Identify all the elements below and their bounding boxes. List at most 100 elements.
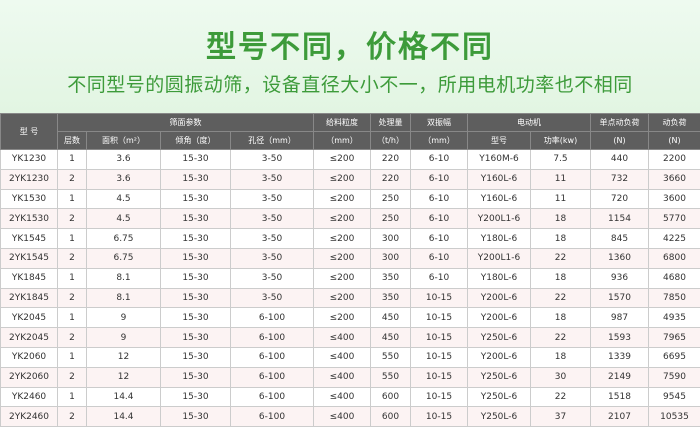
table-cell: Y160L-6 bbox=[467, 168, 531, 190]
table-cell: Y200L-6 bbox=[467, 307, 531, 329]
table-cell: Y250L-6 bbox=[467, 366, 531, 388]
table-cell: YK1845 bbox=[0, 267, 58, 289]
table-cell: ≤400 bbox=[313, 366, 371, 388]
table-cell: Y180L-6 bbox=[467, 267, 531, 289]
table-cell: 15-30 bbox=[160, 287, 231, 309]
table-cell: 6-10 bbox=[410, 247, 468, 269]
table-cell: 6-100 bbox=[230, 366, 314, 388]
table-row: 2YK2460 2 14.4 15-30 6-100 ≤400 600 10-15 Y250L-… bbox=[0, 406, 700, 427]
table-cell: 15-30 bbox=[160, 386, 231, 408]
table-cell: 10-15 bbox=[410, 287, 468, 309]
table-cell: 3.6 bbox=[86, 168, 161, 190]
table-cell: 6695 bbox=[648, 346, 700, 368]
table-cell: ≤200 bbox=[313, 307, 371, 329]
table-cell: 2YK2045 bbox=[0, 327, 58, 348]
table-cell: 2YK1845 bbox=[0, 287, 58, 309]
table-cell: 4680 bbox=[648, 267, 700, 289]
table-cell: 1360 bbox=[590, 247, 649, 269]
banner: 型号不同，价格不同 不同型号的圆振动筛，设备直径大小不一，所用电机功率也不相同 bbox=[0, 0, 700, 113]
table-cell: 8.1 bbox=[86, 267, 161, 289]
table-cell: 9545 bbox=[648, 386, 700, 408]
table-cell: ≤200 bbox=[313, 188, 371, 210]
header-feed-unit: （mm） bbox=[313, 131, 371, 150]
table-cell: 7.5 bbox=[530, 149, 591, 170]
table-cell: 3-50 bbox=[230, 149, 314, 170]
table-cell: 22 bbox=[530, 247, 591, 269]
table-cell: 37 bbox=[530, 406, 591, 427]
table-cell: 7590 bbox=[648, 366, 700, 388]
header-angle: 倾角（度） bbox=[160, 131, 231, 150]
header-power: 功率(kw) bbox=[530, 131, 591, 150]
table-cell: 15-30 bbox=[160, 406, 231, 427]
header-dynamic-load-unit: (N) bbox=[648, 131, 700, 150]
table-cell: ≤200 bbox=[313, 287, 371, 309]
table-cell: 1593 bbox=[590, 327, 649, 348]
header-amplitude: 双振幅 bbox=[410, 113, 468, 132]
table-cell: 4225 bbox=[648, 228, 700, 249]
table-cell: 15-30 bbox=[160, 366, 231, 388]
table-cell: 15-30 bbox=[160, 228, 231, 249]
header-feed: 给料粒度 bbox=[313, 113, 371, 132]
header-amplitude-unit: （mm） bbox=[410, 131, 468, 150]
table-cell: ≤200 bbox=[313, 208, 371, 230]
header-motor-model: 型号 bbox=[467, 131, 531, 150]
table-cell: 550 bbox=[370, 366, 411, 388]
table-cell: 6800 bbox=[648, 247, 700, 269]
table-cell: 987 bbox=[590, 307, 649, 329]
table-cell: YK2045 bbox=[0, 307, 58, 329]
table-cell: 10535 bbox=[648, 406, 700, 427]
table-cell: 10-15 bbox=[410, 366, 468, 388]
table-cell: ≤200 bbox=[313, 228, 371, 249]
table-cell: 600 bbox=[370, 386, 411, 408]
table-cell: 2YK2460 bbox=[0, 406, 58, 427]
table-cell: 6-10 bbox=[410, 228, 468, 249]
table-row: YK2045 1 9 15-30 6-100 ≤200 450 10-15 Y200L-6 18 9… bbox=[0, 307, 700, 329]
table-cell: 3-50 bbox=[230, 287, 314, 309]
table-cell: ≤200 bbox=[313, 247, 371, 269]
table-cell: 450 bbox=[370, 327, 411, 348]
table-row: YK1545 1 6.75 15-30 3-50 ≤200 300 6-10 Y180L-6 18… bbox=[0, 228, 700, 249]
table-cell: 6-100 bbox=[230, 386, 314, 408]
table-cell: 1 bbox=[57, 267, 87, 289]
table-cell: 3-50 bbox=[230, 188, 314, 210]
table-row: YK1230 1 3.6 15-30 3-50 ≤200 220 6-10 Y160M-6 7.5… bbox=[0, 149, 700, 170]
table-cell: 15-30 bbox=[160, 327, 231, 348]
table-cell: Y180L-6 bbox=[467, 228, 531, 249]
table-cell: Y250L-6 bbox=[467, 327, 531, 348]
table-cell: 6-10 bbox=[410, 208, 468, 230]
table-cell: 10-15 bbox=[410, 327, 468, 348]
table-cell: ≤200 bbox=[313, 168, 371, 190]
header-capacity-unit: （t/h） bbox=[370, 131, 411, 150]
table-cell: 9 bbox=[86, 307, 161, 329]
table-cell: 3.6 bbox=[86, 149, 161, 170]
table-cell: 12 bbox=[86, 366, 161, 388]
table-cell: 2 bbox=[57, 366, 87, 388]
table-cell: 1 bbox=[57, 149, 87, 170]
table-cell: Y250L-6 bbox=[467, 386, 531, 408]
table-cell: YK1230 bbox=[0, 149, 58, 170]
table-cell: 3-50 bbox=[230, 168, 314, 190]
table-cell: 350 bbox=[370, 267, 411, 289]
table-cell: 2 bbox=[57, 247, 87, 269]
table-cell: ≤400 bbox=[313, 386, 371, 408]
table-cell: 732 bbox=[590, 168, 649, 190]
table-row: 2YK2060 2 12 15-30 6-100 ≤400 550 10-15 Y250L-6 3… bbox=[0, 366, 700, 388]
table-cell: 11 bbox=[530, 168, 591, 190]
table-cell: 6-100 bbox=[230, 346, 314, 368]
table-cell: 10-15 bbox=[410, 386, 468, 408]
table-cell: 720 bbox=[590, 188, 649, 210]
table-cell: 2200 bbox=[648, 149, 700, 170]
table-cell: 15-30 bbox=[160, 307, 231, 329]
table-row: 2YK1545 2 6.75 15-30 3-50 ≤200 300 6-10 Y200L1-6… bbox=[0, 247, 700, 269]
table-cell: ≤400 bbox=[313, 327, 371, 348]
table-cell: 14.4 bbox=[86, 386, 161, 408]
table-cell: 7850 bbox=[648, 287, 700, 309]
table-cell: 2107 bbox=[590, 406, 649, 427]
table-cell: 300 bbox=[370, 228, 411, 249]
table-cell: 4.5 bbox=[86, 208, 161, 230]
table-cell: ≤400 bbox=[313, 346, 371, 368]
table-cell: 2 bbox=[57, 208, 87, 230]
table-cell: 1 bbox=[57, 307, 87, 329]
table-cell: 15-30 bbox=[160, 208, 231, 230]
table-cell: 15-30 bbox=[160, 188, 231, 210]
